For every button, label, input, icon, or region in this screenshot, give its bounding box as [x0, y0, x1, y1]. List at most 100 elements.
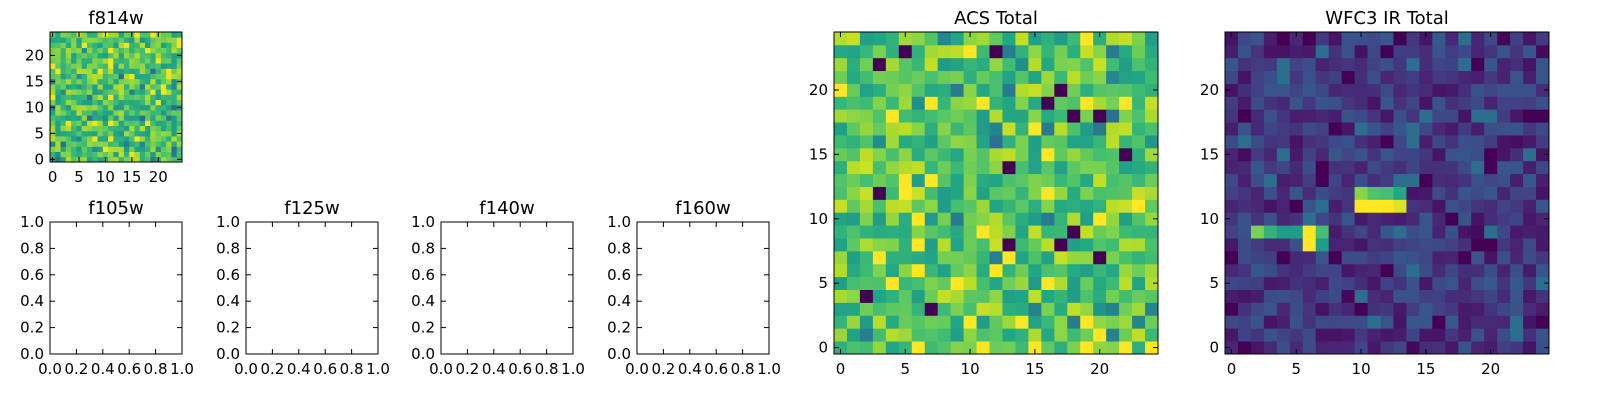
heatmap-cell	[1237, 263, 1252, 278]
heatmap-cell	[1302, 289, 1317, 303]
heatmap-cell	[1119, 250, 1133, 265]
heatmap-cell	[989, 276, 1003, 290]
heatmap-cell	[1067, 173, 1081, 187]
heatmap-cell	[1106, 96, 1120, 110]
heatmap-cell	[129, 84, 135, 90]
heatmap-cell	[1315, 276, 1330, 290]
heatmap-cell	[1523, 186, 1537, 200]
heatmap-cell	[1263, 302, 1278, 316]
heatmap-cell	[1237, 276, 1252, 290]
heatmap-cell	[937, 341, 952, 355]
heatmap-cell	[1484, 302, 1498, 316]
heatmap-cell	[55, 156, 61, 163]
x-tick-label: 0.0	[429, 360, 453, 378]
heatmap-cell	[950, 186, 964, 200]
heatmap-cell	[976, 315, 990, 329]
heatmap-cell	[108, 58, 114, 64]
heatmap-cell	[1536, 109, 1550, 123]
heatmap-cell	[160, 78, 167, 85]
heatmap-cell	[160, 37, 167, 43]
heatmap-cell	[976, 302, 990, 316]
heatmap-cell	[102, 130, 109, 137]
heatmap-cell	[1225, 289, 1239, 303]
heatmap-cell	[885, 147, 900, 162]
heatmap-cell	[885, 44, 900, 59]
heatmap-cell	[1419, 199, 1433, 213]
heatmap-cell	[123, 32, 130, 38]
heatmap-cell	[911, 57, 926, 72]
heatmap-cell	[1225, 199, 1239, 213]
heatmap-cell	[123, 99, 130, 106]
heatmap-cell	[1458, 276, 1472, 290]
heatmap-cell	[176, 136, 183, 142]
heatmap-cell	[1523, 238, 1537, 252]
heatmap-cell	[976, 160, 990, 175]
heatmap-cell	[1225, 160, 1239, 175]
heatmap-cell	[1445, 83, 1459, 97]
heatmap-cell	[1289, 186, 1304, 200]
heatmap-cell	[86, 156, 93, 163]
heatmap-cell	[1002, 122, 1016, 136]
heatmap-cell	[50, 99, 56, 106]
heatmap-cell	[1445, 225, 1459, 239]
heatmap-cell	[150, 32, 156, 38]
y-tick-label: 0.2	[20, 319, 44, 337]
heatmap-cell	[1380, 276, 1394, 290]
heatmap-cell	[1445, 186, 1459, 200]
heatmap-cell	[160, 125, 167, 132]
heatmap-cell	[50, 110, 56, 116]
heatmap-cell	[150, 156, 156, 163]
heatmap-cell	[989, 225, 1003, 239]
heatmap-cell	[911, 83, 926, 97]
heatmap-cell	[166, 32, 172, 38]
heatmap-cell	[885, 263, 900, 278]
heatmap-cell	[76, 37, 83, 43]
heatmap-cell	[885, 276, 900, 290]
heatmap-cell	[1393, 225, 1407, 239]
heatmap-cell	[1237, 83, 1252, 97]
heatmap-cell	[1471, 199, 1485, 213]
heatmap-cell	[118, 136, 125, 142]
heatmap-cell	[1067, 199, 1081, 213]
heatmap-cell	[123, 52, 130, 59]
heatmap-cell	[113, 115, 120, 121]
heatmap-cell	[1067, 44, 1081, 59]
heatmap-cell	[1380, 315, 1394, 329]
heatmap-cell	[1132, 109, 1146, 123]
heatmap-cell	[118, 99, 125, 106]
heatmap-cell	[1015, 328, 1029, 342]
heatmap-cell	[859, 250, 874, 265]
heatmap-cell	[129, 151, 135, 158]
heatmap-cell	[1145, 341, 1159, 355]
heatmap-cell	[1341, 276, 1355, 290]
heatmap-cell	[1002, 186, 1016, 200]
heatmap-cell	[1302, 96, 1317, 110]
heatmap-cell	[1510, 44, 1524, 59]
heatmap-cell	[834, 44, 848, 59]
heatmap-cell	[1497, 315, 1511, 329]
heatmap-cell	[1093, 328, 1107, 342]
heatmap-cell	[1367, 57, 1381, 72]
heatmap-cell	[1263, 328, 1278, 342]
heatmap-cell	[1432, 212, 1446, 226]
heatmap-cell	[102, 151, 109, 158]
heatmap-cell	[1015, 302, 1029, 316]
heatmap-cell	[989, 70, 1003, 84]
heatmap-cell	[92, 115, 98, 121]
y-tick-label: 20	[25, 46, 44, 64]
heatmap-cell	[1445, 212, 1459, 226]
heatmap-cell	[1015, 250, 1029, 265]
heatmap-cell	[1393, 70, 1407, 84]
heatmap-cell	[102, 37, 109, 43]
heatmap-cell	[166, 78, 172, 85]
heatmap-cell	[1276, 44, 1291, 59]
heatmap-cell	[1497, 238, 1511, 252]
heatmap-cell	[166, 120, 172, 126]
heatmap-cell	[97, 136, 104, 142]
x-tick-label: 1.0	[561, 360, 585, 378]
heatmap-cell	[76, 120, 83, 126]
heatmap-cell	[118, 32, 125, 38]
heatmap-cell	[86, 89, 93, 95]
heatmap-cells	[1225, 32, 1550, 355]
